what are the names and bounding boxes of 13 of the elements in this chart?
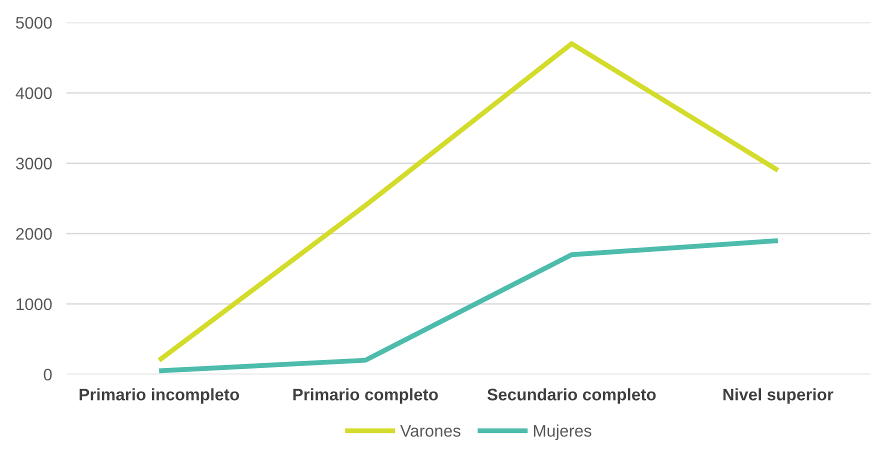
y-tick-label: 2000 bbox=[16, 228, 52, 240]
legend-label: Mujeres bbox=[534, 424, 592, 440]
legend-label: Varones bbox=[400, 425, 460, 437]
y-tick-label: 1000 bbox=[16, 298, 52, 310]
line-series bbox=[156, 41, 780, 363]
y-tick-label: 4000 bbox=[16, 87, 52, 100]
x-tick-label: Secundario completo bbox=[487, 388, 656, 404]
x-tick-label: Primario completo bbox=[293, 388, 438, 404]
y-tick-label: 5000 bbox=[16, 16, 52, 29]
x-tick-label: Primario incompleto bbox=[80, 388, 240, 404]
y-tick-label: 0 bbox=[44, 368, 52, 381]
y-tick-label: 3000 bbox=[16, 158, 52, 170]
x-tick-label: Nivel superior bbox=[723, 388, 834, 404]
